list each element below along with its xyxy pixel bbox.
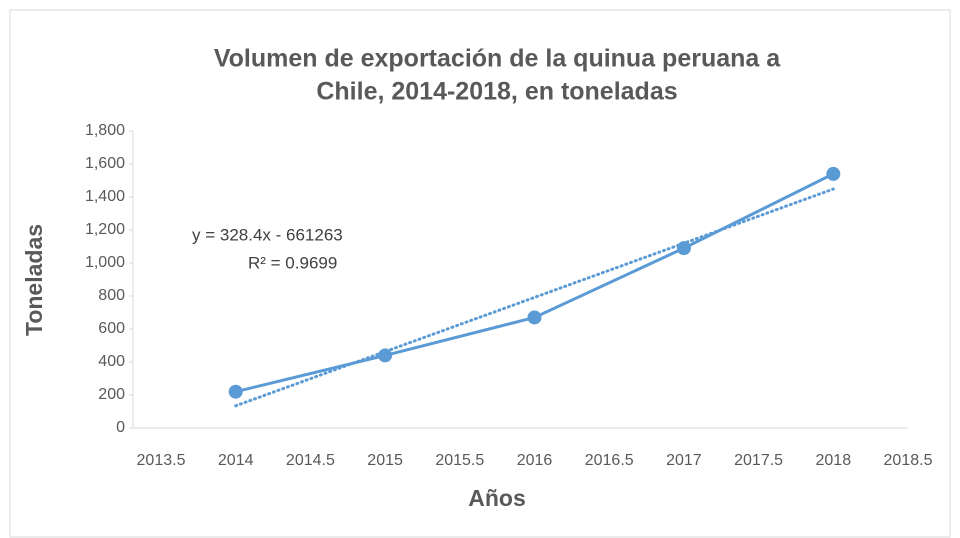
chart-frame (9, 9, 951, 538)
y-tick-label: 1,400 (85, 188, 125, 205)
y-tick-label: 1,200 (85, 221, 125, 238)
x-tick-label: 2014 (218, 452, 254, 469)
data-point (826, 166, 841, 181)
x-tick-label: 2017 (666, 452, 702, 469)
trendline (234, 187, 835, 408)
y-tick-label: 0 (116, 419, 125, 436)
x-tick-label: 2018 (816, 452, 852, 469)
trend-equation: y = 328.4x - 661263 (192, 225, 343, 244)
x-axis-label: Años (468, 485, 526, 511)
data-point (676, 241, 691, 256)
data-point (228, 384, 243, 399)
x-tick-label: 2015.5 (435, 452, 484, 469)
data-point (378, 348, 393, 363)
chart-title: Chile, 2014-2018, en toneladas (316, 78, 677, 106)
y-tick-label: 200 (98, 386, 125, 403)
x-tick-label: 2018.5 (884, 452, 933, 469)
y-axis-label: Toneladas (21, 224, 47, 336)
x-tick-label: 2016 (517, 452, 553, 469)
x-tick-label: 2014.5 (286, 452, 335, 469)
x-tick-label: 2016.5 (585, 452, 634, 469)
data-point (527, 310, 542, 325)
x-tick-label: 2013.5 (137, 452, 186, 469)
x-tick-label: 2015 (367, 452, 403, 469)
y-tick-label: 1,800 (85, 122, 125, 139)
y-tick-label: 800 (98, 287, 125, 304)
y-tick-label: 1,000 (85, 254, 125, 271)
x-tick-label: 2017.5 (734, 452, 783, 469)
trend-r2: R² = 0.9699 (248, 253, 337, 272)
chart-title: Volumen de exportación de la quinua peru… (214, 45, 781, 73)
y-tick-label: 600 (98, 320, 125, 337)
y-tick-label: 400 (98, 353, 125, 370)
y-tick-label: 1,600 (85, 155, 125, 172)
